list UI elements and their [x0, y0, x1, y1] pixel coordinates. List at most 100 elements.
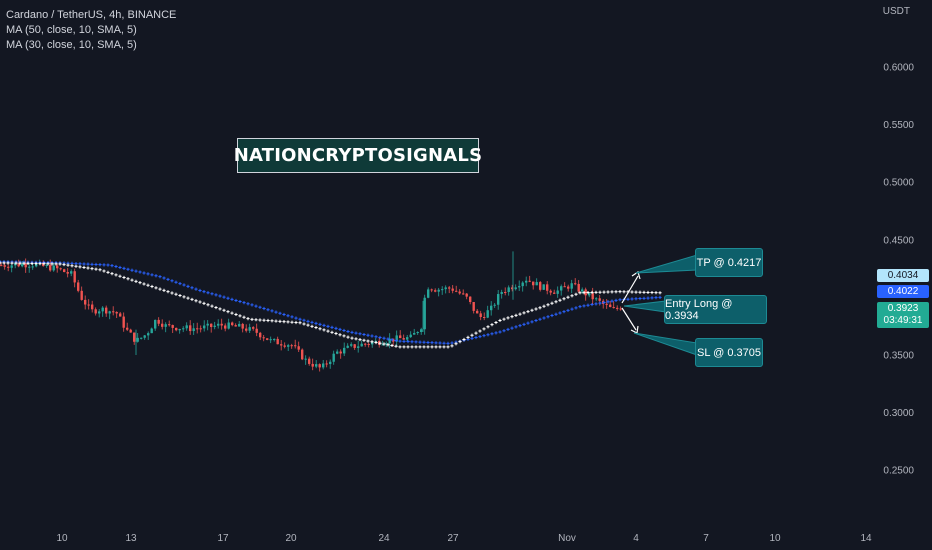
candle-body: [441, 289, 444, 291]
ma-white-marker: [358, 337, 362, 342]
candle-body: [157, 319, 160, 324]
ma-blue-marker: [362, 332, 366, 337]
ma-white-marker: [542, 304, 546, 308]
ma-white-marker: [434, 345, 438, 349]
candle-body: [483, 317, 486, 319]
ma-white-marker: [618, 290, 622, 294]
ma-white-marker: [138, 281, 142, 285]
ma-white-marker: [226, 310, 230, 314]
ma-blue-marker: [518, 324, 522, 328]
ma-blue-marker: [146, 272, 150, 276]
candle-body: [318, 364, 321, 368]
ma-white-marker: [610, 290, 614, 294]
ma-white-marker: [442, 345, 446, 349]
ma-white-marker: [486, 325, 490, 329]
ma-white-marker: [246, 316, 250, 321]
ma-blue-marker: [282, 312, 286, 317]
candle-body: [269, 339, 272, 341]
ma-white-marker: [166, 290, 170, 294]
candle-body: [140, 337, 143, 339]
ma-blue-marker: [498, 330, 502, 334]
ma-blue-marker: [422, 340, 426, 344]
tp-callout-pointer: [635, 254, 698, 274]
candle-body: [220, 323, 223, 326]
tp-callout[interactable]: TP @ 0.4217: [695, 248, 763, 277]
ma-white-marker: [398, 345, 402, 349]
ma-white-marker: [374, 340, 378, 345]
ma-blue-marker: [614, 298, 618, 302]
candle-body: [164, 324, 167, 327]
candle-body: [56, 265, 59, 269]
candle-body: [423, 297, 426, 330]
candle-body: [486, 310, 489, 318]
ma-white-marker: [446, 345, 450, 349]
ma-white-marker: [234, 312, 238, 317]
candle-body: [21, 263, 24, 267]
ma-blue-marker: [114, 264, 118, 269]
ma-blue-marker: [150, 273, 154, 277]
ma-blue-marker: [646, 296, 650, 300]
ma-blue-marker: [374, 335, 378, 339]
ma-blue-marker: [234, 298, 238, 303]
ma-white-marker: [102, 269, 106, 273]
candle-body: [444, 287, 447, 290]
candle-body: [63, 269, 66, 273]
entry-callout[interactable]: Entry Long @ 0.3934: [664, 295, 767, 324]
ma-blue-marker: [414, 340, 418, 344]
ma-white-marker: [654, 291, 658, 295]
ma-blue-marker: [578, 305, 582, 309]
ma-blue-marker: [258, 305, 262, 309]
ma-white-marker: [410, 345, 414, 349]
ma-white-marker: [318, 327, 322, 331]
ma-white-marker: [578, 291, 582, 295]
candle-body: [609, 304, 612, 308]
indicator-ma-30[interactable]: MA (30, close, 10, SMA, 5): [6, 39, 137, 51]
ma-white-marker: [182, 295, 186, 299]
ma-blue-marker: [94, 262, 98, 267]
symbol-title[interactable]: Cardano / TetherUS, 4h, BINANCE: [6, 9, 177, 21]
ma-white-series: [0, 261, 662, 349]
candle-body: [122, 316, 125, 328]
candle-body: [196, 328, 199, 330]
ma-blue-marker: [90, 262, 94, 266]
sl-callout[interactable]: SL @ 0.3705: [695, 338, 763, 367]
bar-countdown: 03:49:31: [883, 315, 923, 326]
candle-body: [87, 304, 90, 306]
ma-white-marker: [38, 262, 42, 266]
candle-body: [528, 280, 531, 282]
ma-white-marker: [506, 316, 510, 320]
candle-body: [514, 287, 517, 290]
ma-blue-marker: [530, 320, 534, 324]
ma-white-marker: [438, 345, 442, 349]
candle-series: [0, 251, 622, 372]
ma-white-marker: [306, 323, 310, 327]
ma-blue-marker: [490, 332, 494, 336]
candle-body: [98, 311, 101, 314]
ma-blue-marker: [546, 315, 550, 319]
ma-blue-marker: [446, 341, 450, 345]
ma-blue-marker: [370, 334, 374, 338]
candle-body: [101, 307, 104, 312]
ma-blue-marker: [582, 304, 586, 308]
ma-blue-marker: [510, 326, 514, 330]
candle-body: [595, 298, 598, 300]
ma-blue-marker: [294, 316, 298, 320]
ma-blue-marker: [606, 300, 610, 304]
ma-white-marker: [366, 339, 370, 343]
candle-body: [59, 268, 62, 270]
ma-white-marker: [514, 313, 518, 317]
candle-body: [255, 328, 258, 333]
candle-body: [427, 289, 430, 298]
candle-body: [430, 289, 433, 291]
candle-body: [332, 353, 335, 362]
ma-white-marker: [198, 300, 202, 304]
ma-blue-marker: [354, 331, 358, 335]
indicator-ma-50[interactable]: MA (50, close, 10, SMA, 5): [6, 24, 137, 36]
ma-white-marker: [558, 298, 562, 302]
candle-body: [224, 325, 227, 329]
candle-body: [346, 345, 349, 348]
ma-white-marker: [582, 291, 586, 295]
candle-body: [7, 266, 10, 268]
ma-white-marker: [346, 335, 350, 339]
